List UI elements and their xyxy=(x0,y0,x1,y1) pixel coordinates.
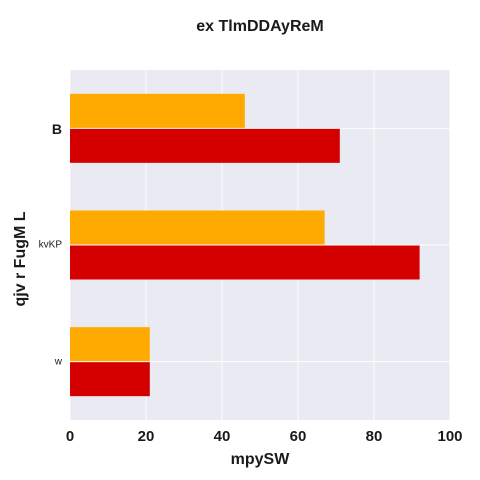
bar-1-2 xyxy=(70,362,150,397)
bar-1-1 xyxy=(70,245,420,280)
grid-lines xyxy=(69,70,451,420)
x-tick-label-3: 60 xyxy=(290,428,307,445)
y-axis-label: qjv r FugM L xyxy=(12,211,29,306)
x-tick-label-0: 0 xyxy=(66,428,74,445)
chart-title: ex TlmDDAyReM xyxy=(196,18,323,35)
x-tick-label-4: 80 xyxy=(366,428,383,445)
x-tick-label-2: 40 xyxy=(214,428,231,445)
y-tick-label-1: kvKP xyxy=(39,240,63,251)
bars xyxy=(70,93,420,397)
x-axis-label: mpySW xyxy=(231,451,291,468)
x-tick-label-1: 20 xyxy=(138,428,155,445)
y-tick-label-2: w xyxy=(54,356,63,367)
x-tick-labels: 0 20 40 60 80 100 xyxy=(66,428,463,445)
y-tick-label-0: B xyxy=(52,121,62,137)
bar-0-1 xyxy=(70,210,325,245)
bar-0-0 xyxy=(70,93,245,128)
x-tick-label-5: 100 xyxy=(437,428,462,445)
bar-1-0 xyxy=(70,128,340,163)
bar-0-2 xyxy=(70,327,150,362)
